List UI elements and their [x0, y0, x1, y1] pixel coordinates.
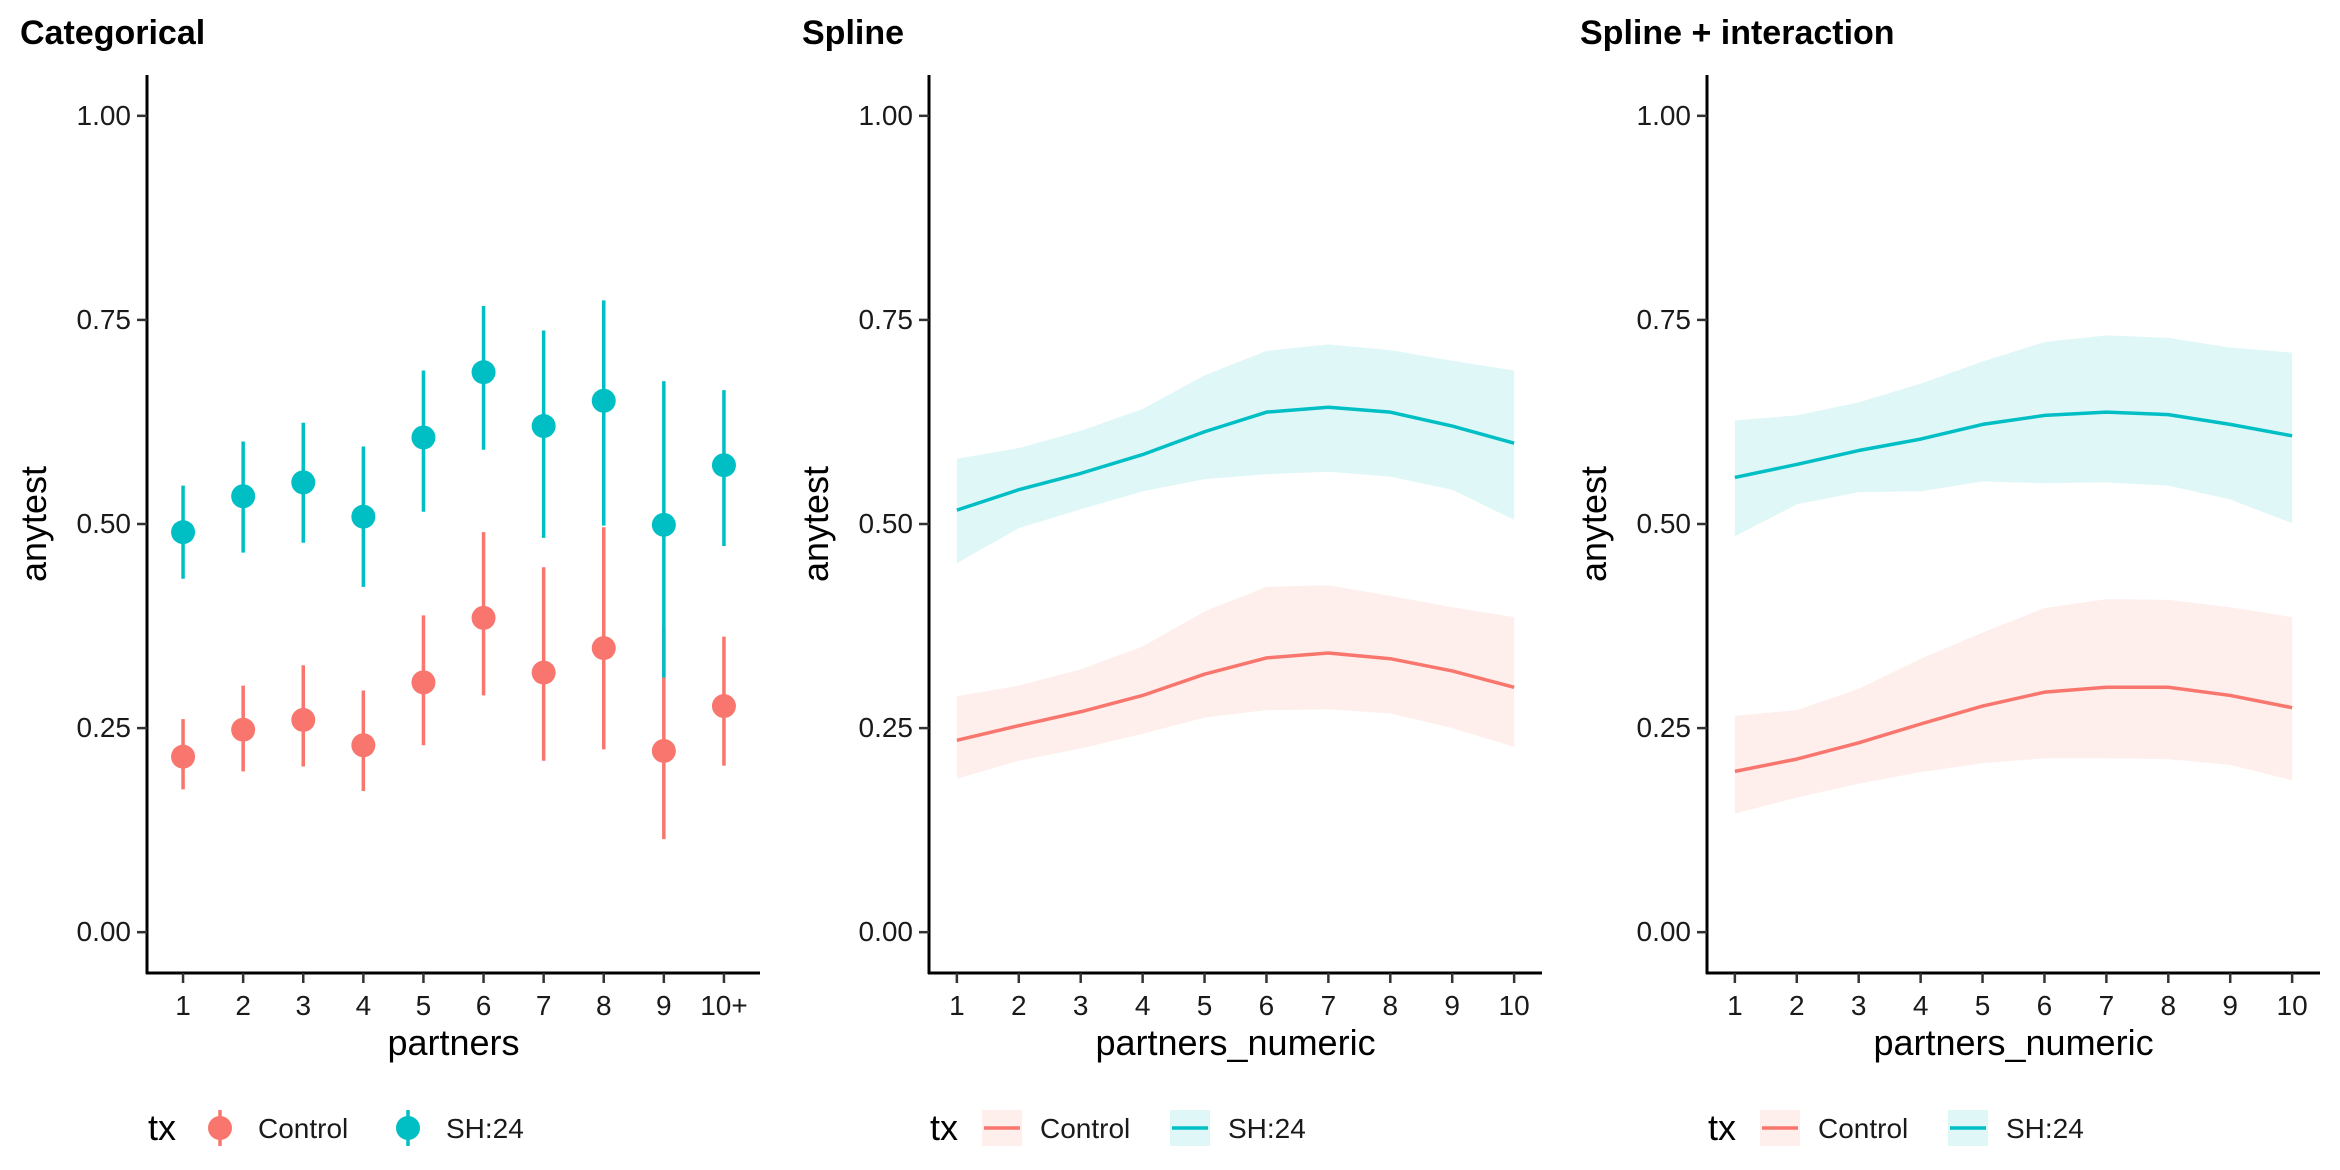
data-point: [711, 694, 736, 719]
chart-spline-interaction: 0.00 0.25 0.50 0.75 1.00 1 2 3 4 5 6 7 8 9 10 partners_…: [1573, 75, 2320, 1148]
legend-label: SH:24: [446, 1113, 524, 1144]
legend-key-point: [208, 1116, 232, 1140]
x-tick-label: 5: [1197, 990, 1213, 1021]
x-tick-label: 1: [1727, 990, 1743, 1021]
x-tick-label: 6: [476, 990, 492, 1021]
x-tick-label: 2: [235, 990, 251, 1021]
legend-label: Control: [1040, 1113, 1130, 1144]
series-line: [956, 405, 1515, 512]
x-tick-label: 5: [1975, 990, 1991, 1021]
y-tick-label: 0.00: [1637, 916, 1692, 947]
x-tick-label: 6: [1259, 990, 1275, 1021]
y-tick-label: 0.50: [859, 508, 914, 539]
x-tick-label: 7: [1321, 990, 1337, 1021]
legend-title: tx: [930, 1107, 958, 1148]
data-point: [351, 504, 376, 529]
x-tick-label: 10+: [700, 990, 748, 1021]
x-tick-label: 4: [1135, 990, 1151, 1021]
x-tick-label: 9: [1444, 990, 1460, 1021]
y-tick-label: 0.00: [77, 916, 132, 947]
data-point: [351, 733, 376, 758]
chart-spline: 0.00 0.25 0.50 0.75 1.00 1 2 3 4 5 6 7 8 9 10 partners_…: [795, 75, 1542, 1148]
data-point: [711, 453, 736, 478]
y-tick-label: 0.50: [77, 508, 132, 539]
x-tick-label: 9: [2222, 990, 2238, 1021]
data-point: [171, 744, 196, 769]
x-tick-label: 1: [949, 990, 965, 1021]
y-tick-label: 1.00: [1637, 100, 1692, 131]
x-tick-label: 4: [356, 990, 372, 1021]
data-point: [291, 470, 316, 495]
y-axis-label: anytest: [1573, 466, 1614, 582]
x-tick-label: 2: [1789, 990, 1805, 1021]
legend-label: SH:24: [2006, 1113, 2084, 1144]
series-line: [1734, 410, 2293, 480]
x-tick-label: 10: [2277, 990, 2308, 1021]
x-tick-label: 5: [416, 990, 432, 1021]
y-tick-label: 0.00: [859, 916, 914, 947]
panel-title: Categorical: [20, 14, 206, 52]
y-tick-label: 0.50: [1637, 508, 1692, 539]
y-tick-label: 0.75: [77, 304, 132, 335]
x-tick-label: 1: [175, 990, 191, 1021]
data-point: [171, 520, 196, 545]
data-point: [651, 512, 676, 537]
x-axis-label: partners_numeric: [1873, 1022, 2153, 1063]
x-tick-label: 3: [295, 990, 311, 1021]
data-point: [471, 360, 496, 385]
y-tick-label: 0.25: [859, 712, 914, 743]
legend-label: Control: [258, 1113, 348, 1144]
y-tick-label: 0.25: [1637, 712, 1692, 743]
y-tick-label: 1.00: [859, 100, 914, 131]
confidence-band: [1734, 599, 2293, 814]
panel-title: Spline + interaction: [1580, 14, 1895, 52]
confidence-band: [1734, 335, 2293, 537]
series-line: [956, 651, 1515, 743]
data-point: [531, 414, 556, 439]
legend-key-point: [396, 1116, 420, 1140]
x-tick-label: 7: [2099, 990, 2115, 1021]
y-tick-label: 0.75: [1637, 304, 1692, 335]
panel-spline-interaction: Spline + interaction 0.00 0.25 0.50 0.75 1.0…: [1560, 0, 2340, 1170]
confidence-band: [956, 344, 1515, 564]
data-point: [591, 636, 616, 661]
panel-title: Spline: [802, 14, 905, 52]
data-point: [471, 605, 496, 630]
y-tick-label: 0.75: [859, 304, 914, 335]
legend-title: tx: [1708, 1107, 1736, 1148]
y-tick-label: 0.25: [77, 712, 132, 743]
x-axis-label: partners_numeric: [1095, 1022, 1375, 1063]
y-axis-label: anytest: [13, 466, 54, 582]
series-line: [1734, 685, 2293, 774]
panel-spline: Spline 0.00 0.25 0.50 0.75 1.00 1 2 3 4 5 6 7 8 9 10 pa…: [782, 0, 1562, 1170]
y-tick-label: 1.00: [77, 100, 132, 131]
confidence-band: [956, 585, 1515, 779]
x-tick-label: 8: [596, 990, 612, 1021]
legend-label: SH:24: [1228, 1113, 1306, 1144]
x-tick-label: 2: [1011, 990, 1027, 1021]
x-tick-label: 8: [1383, 990, 1399, 1021]
x-tick-label: 3: [1073, 990, 1089, 1021]
x-tick-label: 10: [1499, 990, 1530, 1021]
legend-label: Control: [1818, 1113, 1908, 1144]
x-tick-label: 4: [1913, 990, 1929, 1021]
data-point: [411, 670, 436, 695]
data-point: [651, 738, 676, 763]
y-axis-label: anytest: [795, 466, 836, 582]
x-tick-label: 6: [2037, 990, 2053, 1021]
data-point: [231, 717, 256, 742]
data-point: [411, 425, 436, 450]
legend-title: tx: [148, 1107, 176, 1148]
x-tick-label: 8: [2161, 990, 2177, 1021]
x-tick-label: 7: [536, 990, 552, 1021]
x-tick-label: 3: [1851, 990, 1867, 1021]
data-point: [231, 484, 256, 509]
x-tick-label: 9: [656, 990, 672, 1021]
data-point: [531, 660, 556, 685]
panel-categorical: Categorical 0.00 0.25 0.50 0.75 1.00 1 2 3 4 5 6 7 8…: [0, 0, 780, 1170]
x-axis-label: partners: [387, 1022, 519, 1063]
data-point: [591, 388, 616, 413]
chart-categorical: 0.00 0.25 0.50 0.75 1.00 1 2 3 4 5 6 7 8 9 10+ partners…: [13, 75, 760, 1148]
data-point: [291, 707, 316, 732]
